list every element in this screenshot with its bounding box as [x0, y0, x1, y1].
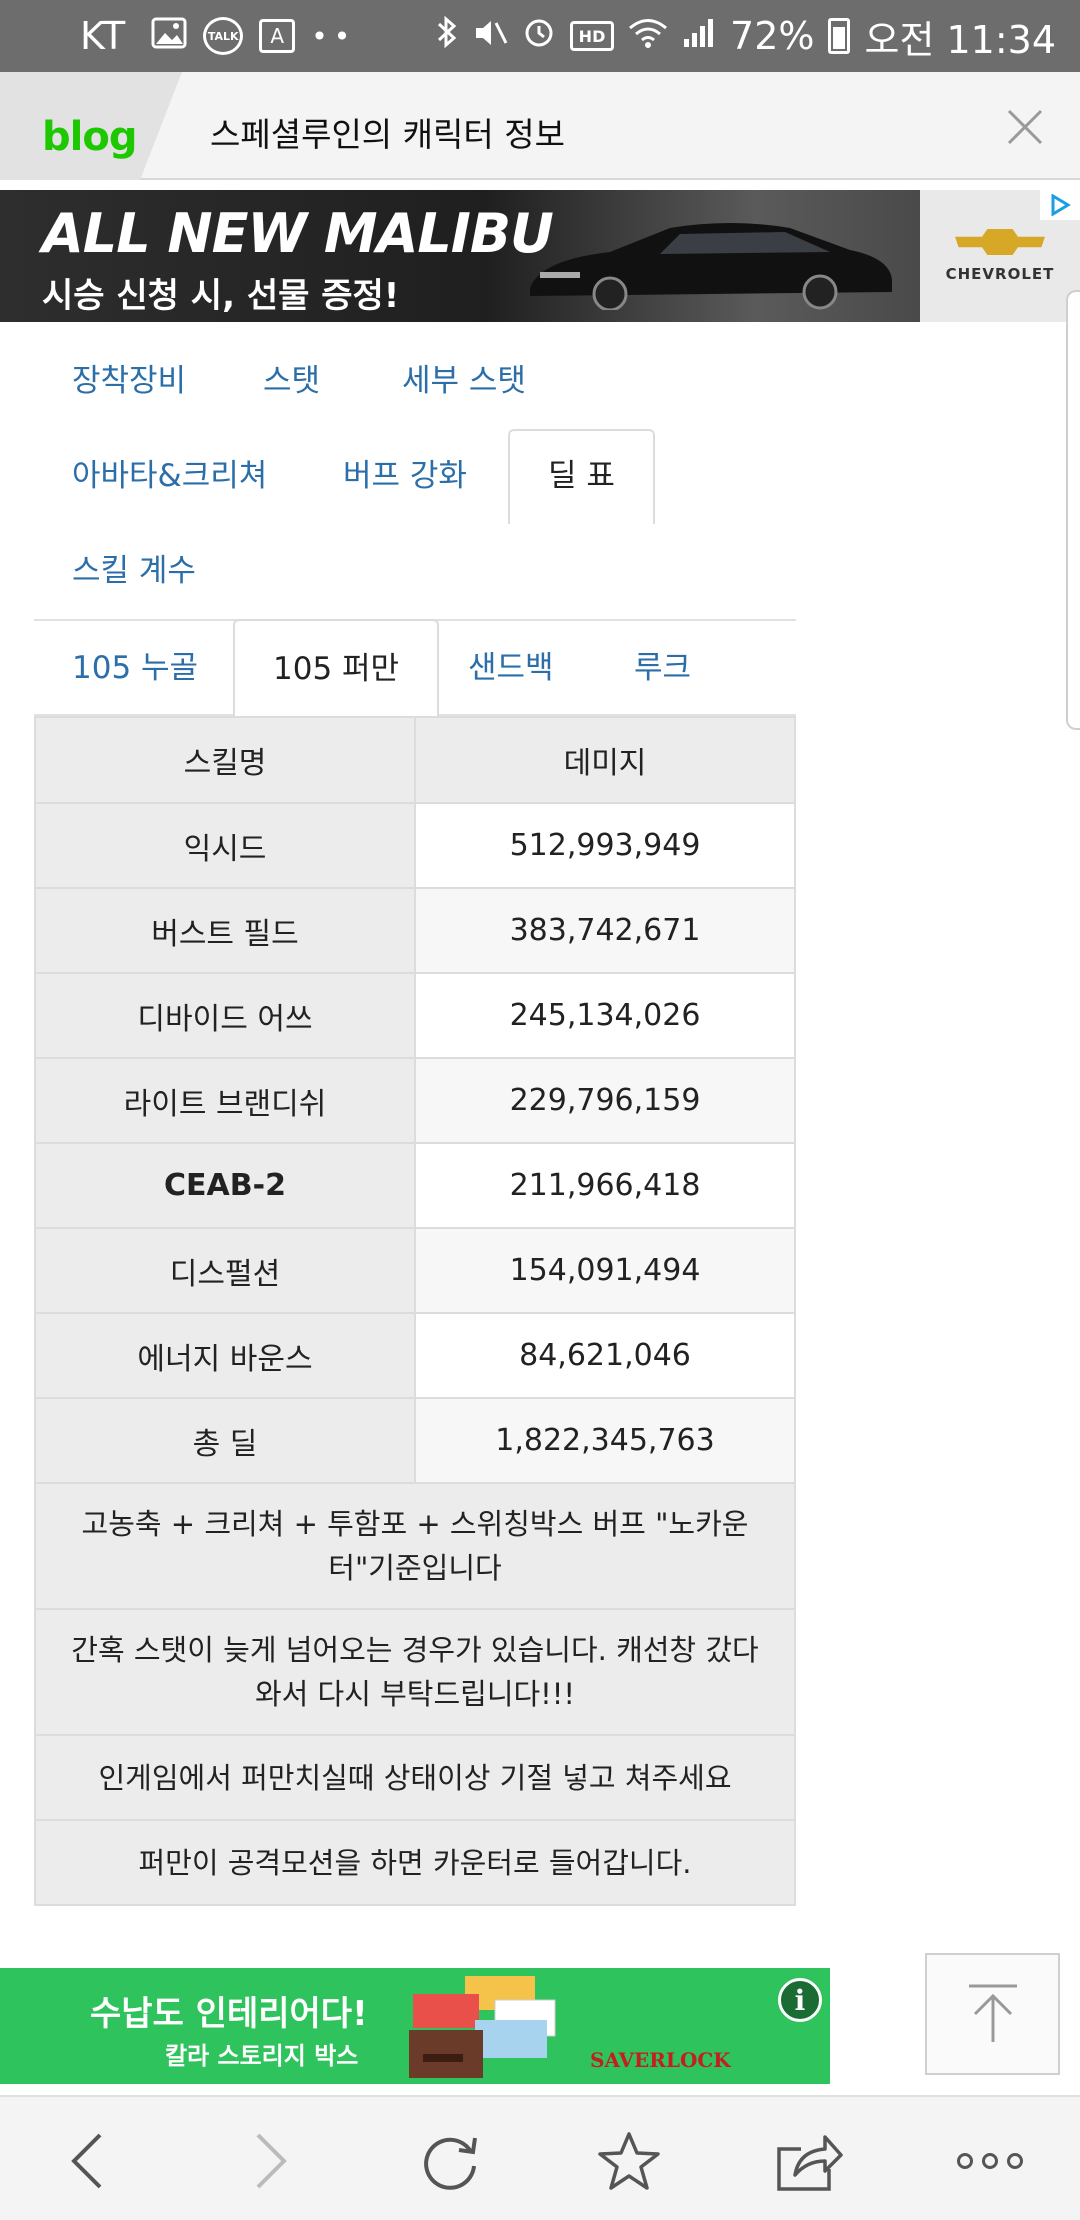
column-header-skill: 스킬명	[34, 716, 416, 804]
image-icon	[151, 14, 187, 58]
table-note: 인게임에서 퍼만치실때 상태이상 기절 넣고 쳐주세요	[34, 1734, 796, 1821]
signal-icon	[682, 14, 716, 58]
skill-damage: 245,134,026	[414, 972, 796, 1059]
bookmark-icon	[598, 2132, 660, 2190]
reload-icon	[424, 2137, 477, 2190]
battery-percent: 72%	[730, 14, 815, 58]
skill-name: 디스펄션	[34, 1227, 416, 1314]
ad-line2: 칼라 스토리지 박스	[165, 2042, 359, 2070]
page-title: 스페셜루인의 캐릭터 정보	[210, 115, 565, 154]
sub-tabs: 105 누골 105 퍼만 샌드백 루크	[34, 619, 796, 718]
skill-damage: 383,742,671	[414, 887, 796, 974]
skill-name: 버스트 필드	[34, 887, 416, 974]
back-button[interactable]	[48, 2123, 124, 2199]
tab-equipment[interactable]: 장착장비	[72, 363, 187, 399]
arrow-up-icon	[968, 1984, 1017, 2042]
bluetooth-icon	[436, 14, 458, 59]
table-row: 라이트 브랜디쉬 229,796,159	[34, 1057, 796, 1144]
browser-bottom-nav	[0, 2095, 1080, 2220]
total-row: 총 딜 1,822,345,763	[34, 1397, 796, 1484]
back-icon	[71, 2133, 102, 2189]
subtab-luke[interactable]: 루크	[634, 650, 692, 686]
ad-line1: 수납도 인테리어다!	[90, 1994, 368, 2034]
skill-name: 디바이드 어쓰	[34, 972, 416, 1059]
tab-skill-coef[interactable]: 스킬 계수	[72, 553, 196, 589]
tab-deal-table[interactable]: 딜 표	[508, 429, 655, 524]
adchoices-icon[interactable]	[1040, 190, 1080, 220]
top-ad-banner[interactable]: ALL NEW MALIBU 시승 신청 시, 선물 증정! CHEVROLET	[0, 190, 1080, 322]
mute-icon	[472, 14, 508, 58]
table-note: 간혹 스탯이 늦게 넘어오는 경우가 있습니다. 캐선창 갔다와서 다시 부탁드…	[34, 1608, 796, 1736]
bookmark-button[interactable]	[591, 2123, 667, 2199]
storage-box-image	[409, 1976, 556, 2078]
tab-stats[interactable]: 스탯	[263, 363, 321, 399]
main-tabs: 장착장비 스탯 세부 스탯 아바타&크리쳐 버프 강화 딜 표 스킬 계수	[34, 334, 796, 619]
battery-icon	[828, 18, 851, 54]
note-row: 인게임에서 퍼만치실때 상태이상 기절 넣고 쳐주세요	[34, 1734, 796, 1821]
share-button[interactable]	[770, 2123, 846, 2199]
skill-name: CEAB-2	[34, 1142, 416, 1229]
dots-icon: ••	[311, 19, 357, 53]
wifi-icon	[628, 14, 668, 58]
a-icon: A	[259, 19, 296, 53]
forward-button[interactable]	[234, 2123, 310, 2199]
car-image	[530, 223, 892, 310]
status-time: 오전 11:34	[864, 17, 1056, 62]
table-row: 버스트 필드 383,742,671	[34, 887, 796, 974]
note-row: 고농축 + 크리쳐 + 투함포 + 스위칭박스 버프 "노카운터"기준입니다	[34, 1482, 796, 1610]
subtab-105-nugol[interactable]: 105 누골	[72, 650, 199, 686]
total-label: 총 딜	[34, 1397, 416, 1484]
column-header-damage: 데미지	[414, 716, 796, 804]
tab-avatar-creature[interactable]: 아바타&크리쳐	[72, 458, 268, 494]
close-icon	[1007, 109, 1043, 145]
damage-table: 스킬명 데미지 익시드 512,993,949 버스트 필드 383,742,6…	[34, 716, 796, 1906]
talk-icon: TALK	[203, 17, 244, 55]
ad-headline: ALL NEW MALIBU	[42, 202, 554, 265]
page-header: blog 스페셜루인의 캐릭터 정보	[0, 72, 1080, 180]
close-button[interactable]	[996, 98, 1054, 156]
skill-damage: 84,621,046	[414, 1312, 796, 1399]
forward-icon	[256, 2133, 287, 2189]
note-row: 간혹 스탯이 늦게 넘어오는 경우가 있습니다. 캐선창 갔다와서 다시 부탁드…	[34, 1608, 796, 1736]
carrier-label: KT	[80, 14, 126, 58]
blog-logo[interactable]: blog	[42, 114, 137, 160]
note-row: 퍼만이 공격모션을 하면 카운터로 들어갑니다.	[34, 1819, 796, 1906]
subtab-sandbag[interactable]: 샌드백	[468, 650, 554, 686]
total-damage: 1,822,345,763	[414, 1397, 796, 1484]
ad-brand: CHEVROLET	[945, 265, 1055, 283]
scroll-to-top-button[interactable]	[925, 1953, 1060, 2075]
info-icon[interactable]: i	[778, 1978, 822, 2022]
table-header-row: 스킬명 데미지	[34, 716, 796, 804]
tab-detail-stats[interactable]: 세부 스탯	[402, 363, 526, 399]
status-bar: KT TALK A •• HD 72% 오전 11:34	[0, 0, 1080, 72]
ad-brand: SAVERLOCK	[590, 2048, 731, 2072]
ad-subline: 시승 신청 시, 선물 증정!	[42, 276, 400, 316]
more-button[interactable]	[952, 2123, 1028, 2199]
skill-damage: 211,966,418	[414, 1142, 796, 1229]
table-row: 디스펄션 154,091,494	[34, 1227, 796, 1314]
hd-icon: HD	[570, 21, 615, 51]
scroll-indicator[interactable]	[1066, 290, 1080, 730]
skill-name: 에너지 바운스	[34, 1312, 416, 1399]
skill-damage: 512,993,949	[414, 802, 796, 889]
bottom-ad-banner[interactable]: 수납도 인테리어다! 칼라 스토리지 박스 SAVERLOCK i	[0, 1968, 830, 2084]
bowtie-icon	[955, 229, 1045, 255]
share-icon	[777, 2135, 843, 2191]
alarm-icon	[522, 14, 556, 58]
skill-name: 라이트 브랜디쉬	[34, 1057, 416, 1144]
subtab-105-perman[interactable]: 105 퍼만	[233, 619, 440, 718]
reload-button[interactable]	[412, 2123, 488, 2199]
table-note: 퍼만이 공격모션을 하면 카운터로 들어갑니다.	[34, 1819, 796, 1906]
skill-name: 익시드	[34, 802, 416, 889]
skill-damage: 229,796,159	[414, 1057, 796, 1144]
table-row: 에너지 바운스 84,621,046	[34, 1312, 796, 1399]
more-icon	[957, 2153, 1023, 2169]
skill-damage: 154,091,494	[414, 1227, 796, 1314]
table-row: 익시드 512,993,949	[34, 802, 796, 889]
table-row: CEAB-2 211,966,418	[34, 1142, 796, 1229]
tab-buff-enhance[interactable]: 버프 강화	[343, 458, 467, 494]
table-note: 고농축 + 크리쳐 + 투함포 + 스위칭박스 버프 "노카운터"기준입니다	[34, 1482, 796, 1610]
table-row: 디바이드 어쓰 245,134,026	[34, 972, 796, 1059]
